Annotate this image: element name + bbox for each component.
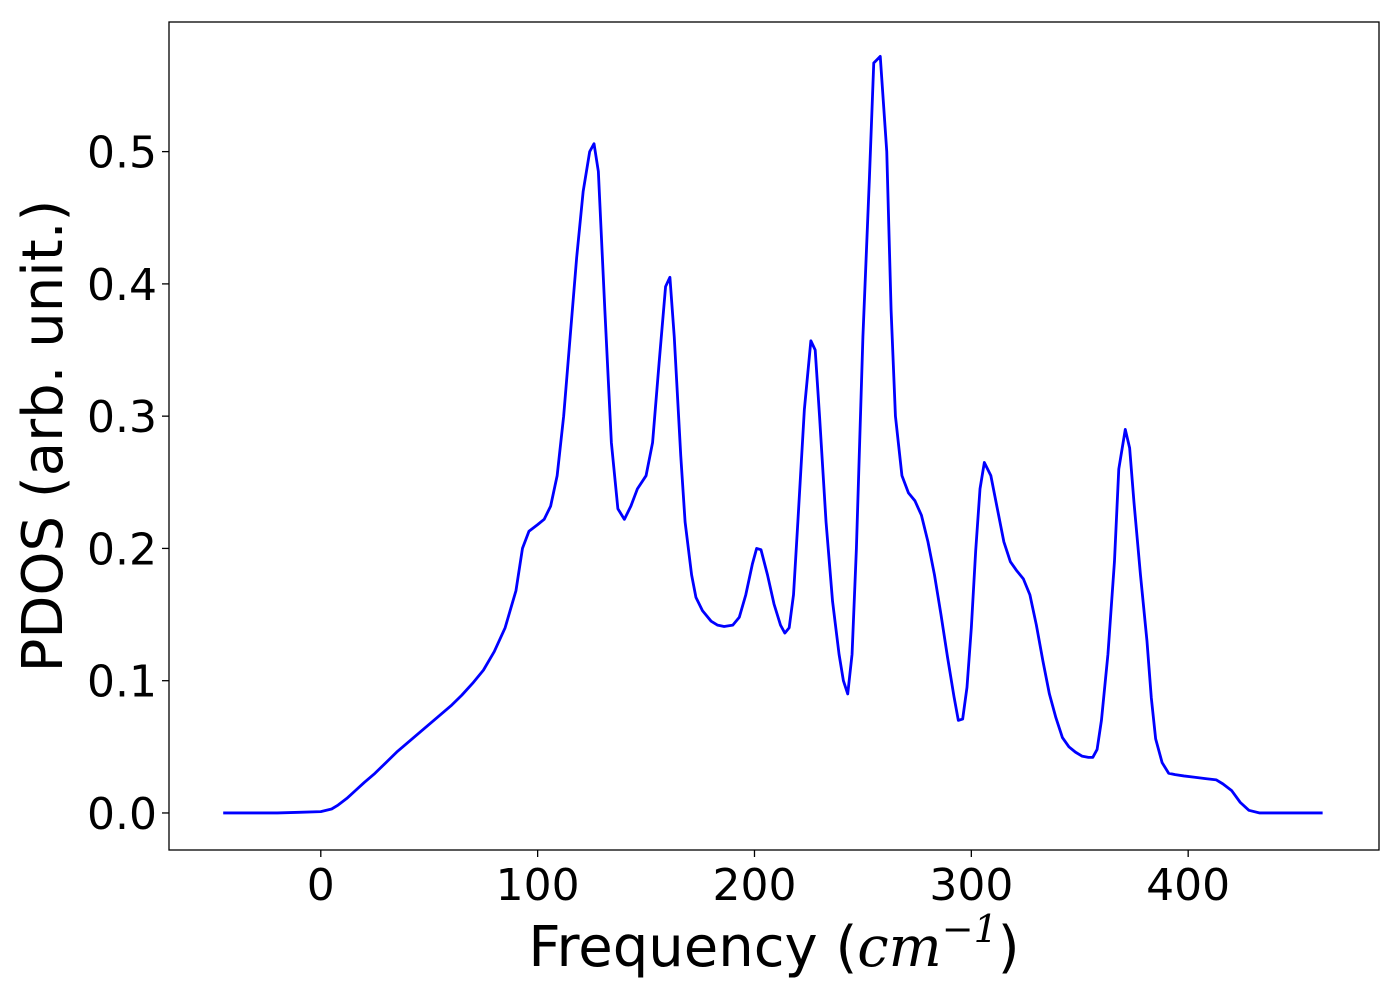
- pdos-series-line: [223, 54, 1323, 815]
- x-axis-ticks: 0 100 200 300 400: [307, 850, 1230, 911]
- y-axis-ticks: 0.0 0.1 0.2 0.3 0.4 0.5: [87, 128, 169, 840]
- y-tick-label: 0.4: [87, 260, 157, 311]
- y-tick-label: 0.3: [87, 392, 157, 443]
- x-tick-label: 100: [496, 860, 580, 911]
- x-axis-title: Frequency (cm−1): [528, 907, 1019, 980]
- x-tick-label: 0: [307, 860, 335, 911]
- y-tick-label: 0.2: [87, 524, 157, 575]
- y-axis-title: PDOS (arb. unit.): [11, 200, 76, 673]
- y-tick-label: 0.1: [87, 657, 157, 708]
- y-tick-label: 0.5: [87, 128, 157, 179]
- y-tick-label: 0.0: [87, 789, 157, 840]
- plot-frame: [168, 21, 1380, 851]
- x-tick-label: 200: [712, 860, 796, 911]
- x-tick-label: 400: [1146, 860, 1230, 911]
- x-tick-label: 300: [929, 860, 1013, 911]
